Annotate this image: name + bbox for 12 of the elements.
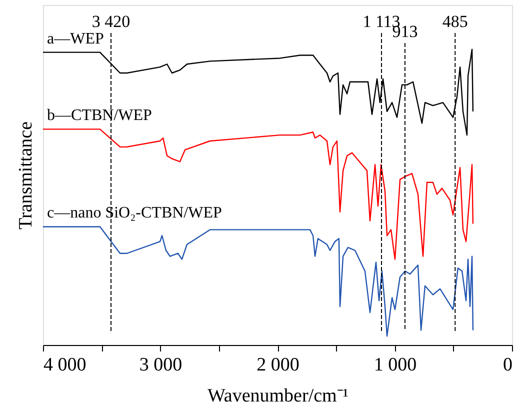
- ref-line-label: 485: [442, 12, 468, 31]
- x-tick-label: 2 000: [256, 354, 300, 376]
- x-tick-label: 1 000: [374, 354, 417, 376]
- x-tick-label: 0: [503, 354, 512, 376]
- text: a—WEP: [47, 30, 104, 48]
- x-tick-label: 3 000: [139, 354, 182, 376]
- ref-line-label: 3 420: [92, 12, 130, 31]
- x-tick-label: 4 000: [44, 354, 86, 376]
- annotation: b—CTBN/WEP: [47, 107, 152, 124]
- x-axis-title: Wavenumber/cm⁻¹: [207, 386, 349, 406]
- y-axis-title: Transmittance: [16, 121, 36, 230]
- annotation: c—nano SiO₂-CTBN/WEP: [47, 204, 222, 222]
